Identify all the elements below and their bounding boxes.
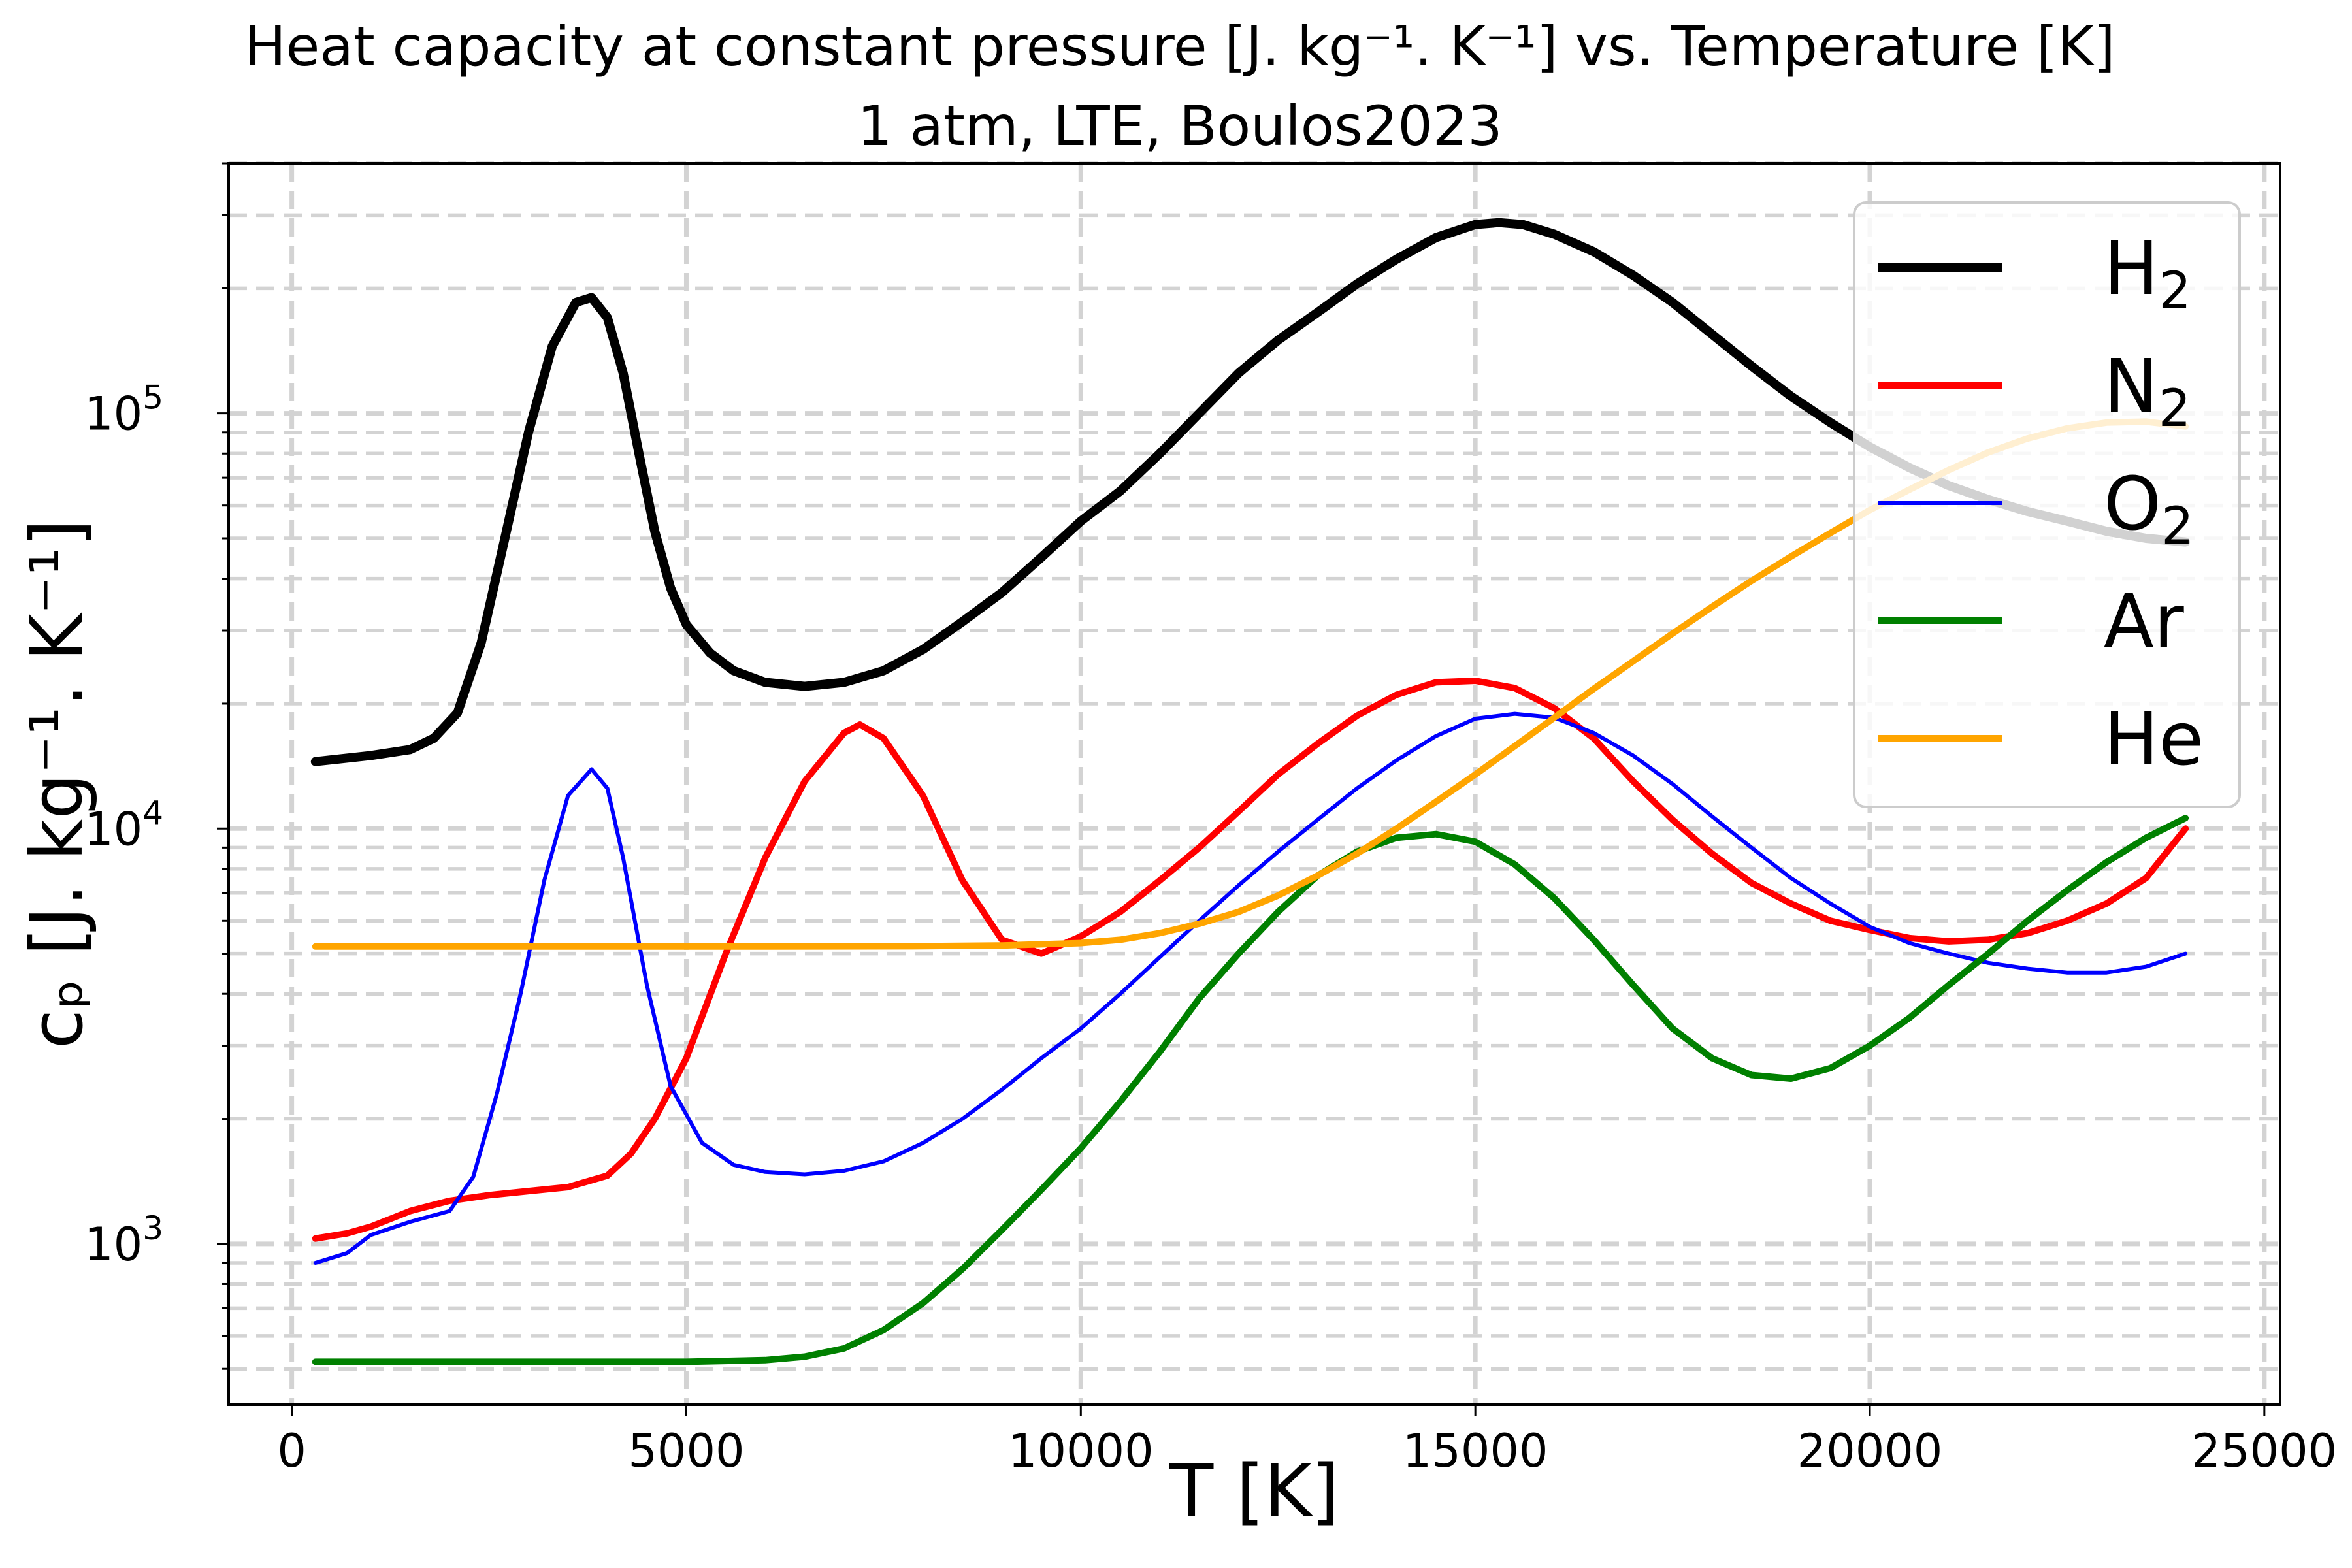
x-tick-label: 10000	[1008, 1424, 1154, 1478]
plot-frame	[227, 162, 2281, 1406]
x-tick-label: 15000	[1403, 1424, 1548, 1478]
legend-label-he: He	[2104, 697, 2204, 782]
y-tick-label: 104	[84, 794, 163, 856]
y-axis-label: cₚ [J. kg⁻¹. K⁻¹]	[15, 519, 99, 1049]
y-tick-label: 103	[84, 1209, 163, 1271]
x-axis-label: T [K]	[1169, 1449, 1339, 1533]
legend-box	[1853, 201, 2241, 808]
chart-subtitle: 1 atm, LTE, Boulos2023	[857, 94, 1502, 158]
series-line-n	[312, 678, 2189, 1242]
axis-ticks: 0 5000 10000 15000 20000 25000 103 104 105	[84, 162, 2338, 1478]
series-line-h	[310, 218, 2191, 766]
legend-label-h: H2	[2104, 227, 2191, 321]
x-tick-label: 25000	[2192, 1424, 2338, 1478]
chart-title: Heat capacity at constant pressure [J. k…	[245, 14, 2115, 78]
legend-label-ar: Ar	[2104, 580, 2185, 664]
x-tick-label: 20000	[1797, 1424, 1943, 1478]
x-tick-label: 5000	[628, 1424, 744, 1478]
y-tick-label: 105	[84, 379, 163, 441]
legend-label-o: O2	[2104, 462, 2194, 556]
x-tick-label: 0	[277, 1424, 306, 1478]
series-line-o	[313, 711, 2188, 1265]
legend-label-n: N2	[2104, 344, 2191, 438]
legend: H2 N2 O2 Ar He	[1853, 201, 2241, 808]
